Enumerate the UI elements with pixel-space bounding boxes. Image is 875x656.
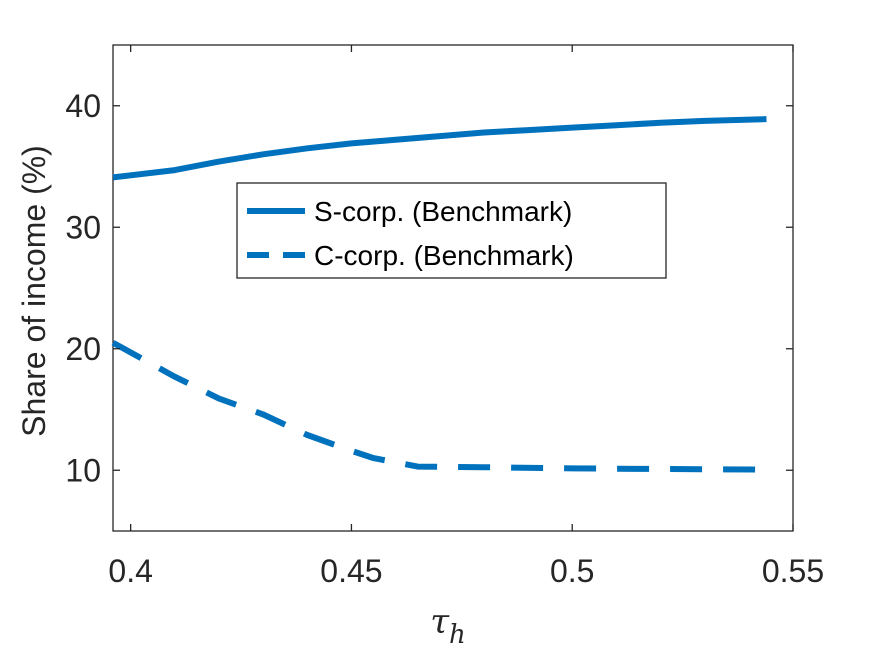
x-tick-label: 0.4: [108, 553, 152, 589]
x-tick-label: 0.45: [320, 553, 382, 589]
axes-box: [112, 44, 794, 532]
y-tick-label: 10: [65, 452, 101, 488]
y-axis-label: Share of income (%): [16, 145, 52, 437]
y-tick-label: 30: [65, 209, 101, 245]
plot-area: [112, 44, 794, 532]
ticks-layer: 0.4 0.45 0.5 0.55 10 20 30 40: [65, 45, 824, 589]
y-tick-label: 20: [65, 331, 101, 367]
x-tick-label: 0.5: [550, 553, 594, 589]
x-axis-label: τh: [430, 602, 466, 650]
legend-label-s-corp: S-corp. (Benchmark): [314, 196, 572, 227]
labels-layer: Share of income (%) τh: [16, 145, 466, 650]
series-line-s-corp: [112, 116, 767, 181]
legend-label-c-corp: C-corp. (Benchmark): [314, 240, 574, 271]
legend-box: [236, 182, 667, 279]
x-tick-label: 0.55: [762, 553, 824, 589]
legend: S-corp. (Benchmark) C-corp. (Benchmark): [236, 182, 667, 279]
series-line-c-corp: [111, 340, 767, 473]
series-layer: [111, 116, 767, 473]
y-tick-label: 40: [65, 88, 101, 124]
